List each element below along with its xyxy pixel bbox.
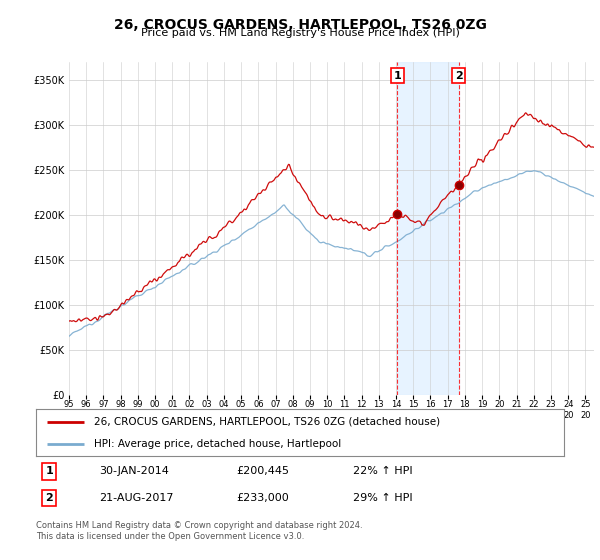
Bar — [397, 62, 459, 395]
Text: £200,445: £200,445 — [236, 466, 290, 477]
Text: 22% ↑ HPI: 22% ↑ HPI — [353, 466, 412, 477]
Text: 1: 1 — [394, 71, 401, 81]
Text: 30-JAN-2014: 30-JAN-2014 — [100, 466, 169, 477]
Text: 1: 1 — [46, 466, 53, 477]
Text: 26, CROCUS GARDENS, HARTLEPOOL, TS26 0ZG (detached house): 26, CROCUS GARDENS, HARTLEPOOL, TS26 0ZG… — [94, 417, 440, 427]
Text: 29% ↑ HPI: 29% ↑ HPI — [353, 493, 412, 503]
Text: Price paid vs. HM Land Registry's House Price Index (HPI): Price paid vs. HM Land Registry's House … — [140, 28, 460, 38]
Text: Contains HM Land Registry data © Crown copyright and database right 2024.: Contains HM Land Registry data © Crown c… — [36, 521, 362, 530]
Text: £233,000: £233,000 — [236, 493, 289, 503]
Text: This data is licensed under the Open Government Licence v3.0.: This data is licensed under the Open Gov… — [36, 532, 304, 541]
Text: 21-AUG-2017: 21-AUG-2017 — [100, 493, 174, 503]
Text: 2: 2 — [46, 493, 53, 503]
Text: 2: 2 — [455, 71, 463, 81]
Text: HPI: Average price, detached house, Hartlepool: HPI: Average price, detached house, Hart… — [94, 438, 341, 449]
Text: 26, CROCUS GARDENS, HARTLEPOOL, TS26 0ZG: 26, CROCUS GARDENS, HARTLEPOOL, TS26 0ZG — [113, 18, 487, 32]
